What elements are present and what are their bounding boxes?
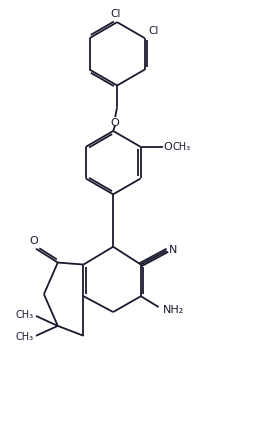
Text: O: O bbox=[111, 118, 119, 128]
Text: O: O bbox=[163, 142, 172, 152]
Text: CH₃: CH₃ bbox=[16, 332, 34, 342]
Text: NH₂: NH₂ bbox=[163, 305, 184, 315]
Text: Cl: Cl bbox=[110, 9, 120, 19]
Text: N: N bbox=[168, 245, 177, 255]
Text: Cl: Cl bbox=[149, 26, 159, 36]
Text: CH₃: CH₃ bbox=[16, 310, 34, 320]
Text: O: O bbox=[30, 236, 38, 246]
Text: CH₃: CH₃ bbox=[172, 142, 190, 152]
